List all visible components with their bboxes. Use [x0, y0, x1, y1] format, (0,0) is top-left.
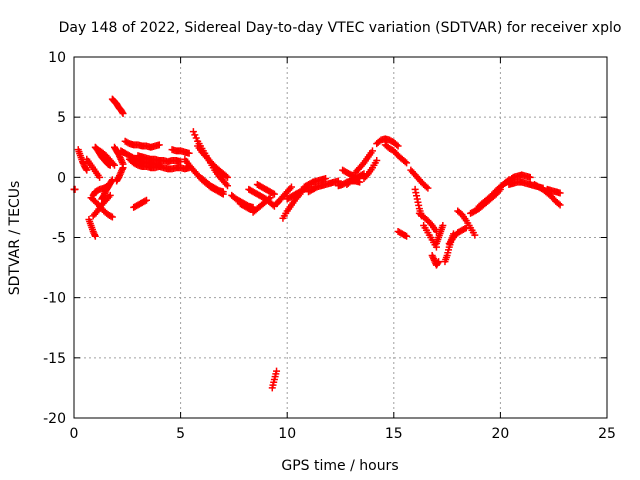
data-points: [70, 95, 564, 392]
data-point: [222, 172, 230, 180]
data-point: [155, 141, 163, 149]
data-point: [189, 128, 197, 136]
x-tick-label: 10: [278, 426, 296, 442]
data-point: [435, 258, 443, 266]
data-point: [119, 110, 127, 118]
y-tick-label: 5: [57, 110, 66, 126]
data-point: [192, 134, 200, 142]
chart-title: Day 148 of 2022, Sidereal Day-to-day VTE…: [59, 20, 622, 36]
x-axis-ticks: 0 5 10 15 20 25: [70, 57, 616, 442]
data-point: [526, 173, 534, 181]
data-point: [83, 166, 91, 174]
data-point: [71, 185, 79, 193]
data-point: [106, 191, 114, 199]
data-point: [266, 194, 274, 202]
data-point: [401, 158, 409, 166]
x-tick-label: 25: [598, 426, 616, 442]
data-point: [224, 173, 232, 181]
data-point: [91, 232, 99, 240]
data-point: [141, 197, 149, 205]
data-point: [269, 189, 277, 197]
data-point: [368, 147, 376, 155]
x-tick-label: 20: [491, 426, 509, 442]
data-point: [273, 367, 281, 375]
y-tick-label: -5: [52, 231, 66, 247]
data-point: [119, 164, 127, 172]
data-point: [287, 183, 295, 191]
data-point: [111, 161, 119, 169]
x-tick-label: 15: [385, 426, 403, 442]
data-point: [185, 149, 193, 157]
data-point: [224, 182, 232, 190]
data-point: [107, 212, 115, 220]
data-point: [96, 173, 104, 181]
grid-lines: [74, 57, 607, 418]
data-point: [439, 221, 447, 229]
y-tick-label: 10: [48, 50, 66, 66]
data-point: [403, 232, 411, 240]
data-point: [556, 201, 564, 209]
x-tick-label: 0: [70, 426, 79, 442]
data-point: [270, 190, 278, 198]
data-point: [219, 188, 227, 196]
x-axis-label: GPS time / hours: [281, 458, 398, 474]
data-point: [373, 156, 381, 164]
y-tick-label: -15: [43, 351, 66, 367]
data-point: [403, 159, 411, 167]
data-point: [265, 195, 273, 203]
data-point: [356, 178, 364, 186]
data-point: [142, 196, 150, 204]
data-point: [556, 189, 564, 197]
y-tick-label: 0: [57, 170, 66, 186]
y-axis-ticks: -20 -15 -10 -5 0 5 10: [43, 50, 607, 427]
y-axis-label: SDTVAR / TECUs: [7, 181, 23, 296]
data-point: [471, 231, 479, 239]
x-tick-label: 5: [176, 426, 185, 442]
data-point: [394, 142, 402, 150]
data-point: [269, 201, 277, 209]
data-point: [461, 225, 469, 233]
data-point: [422, 183, 430, 191]
data-point: [424, 184, 432, 192]
data-point: [322, 175, 330, 183]
data-point: [108, 213, 116, 221]
y-tick-label: -10: [43, 291, 66, 307]
data-point: [393, 141, 401, 149]
data-point: [191, 131, 199, 139]
data-point: [555, 200, 563, 208]
y-tick-label: -20: [43, 411, 66, 427]
data-point: [401, 231, 409, 239]
